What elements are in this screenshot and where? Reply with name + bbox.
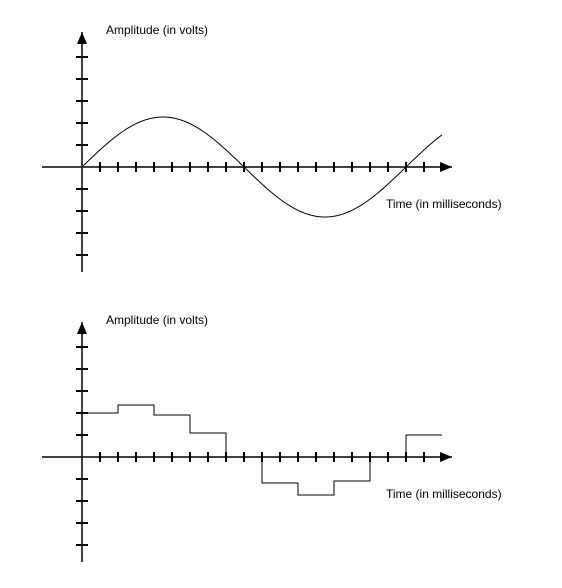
y-axis-label: Amplitude (in volts) <box>106 23 208 37</box>
figure: Amplitude (in volts) Time (in millisecond… <box>12 12 550 576</box>
axes: Amplitude (in volts) Time (in millisecond… <box>42 313 502 562</box>
y-arrow-icon <box>77 322 87 334</box>
x-arrow-icon <box>440 452 452 462</box>
digital-signal <box>82 405 442 495</box>
y-arrow-icon <box>77 32 87 44</box>
x-axis-label: Time (in milliseconds) <box>386 197 502 211</box>
axes: Amplitude (in volts) Time (in millisecond… <box>42 23 502 272</box>
y-axis-label: Amplitude (in volts) <box>106 313 208 327</box>
x-arrow-icon <box>440 162 452 172</box>
signal-figure-svg: Amplitude (in volts) Time (in millisecond… <box>12 12 550 576</box>
x-axis-label: Time (in milliseconds) <box>386 487 502 501</box>
